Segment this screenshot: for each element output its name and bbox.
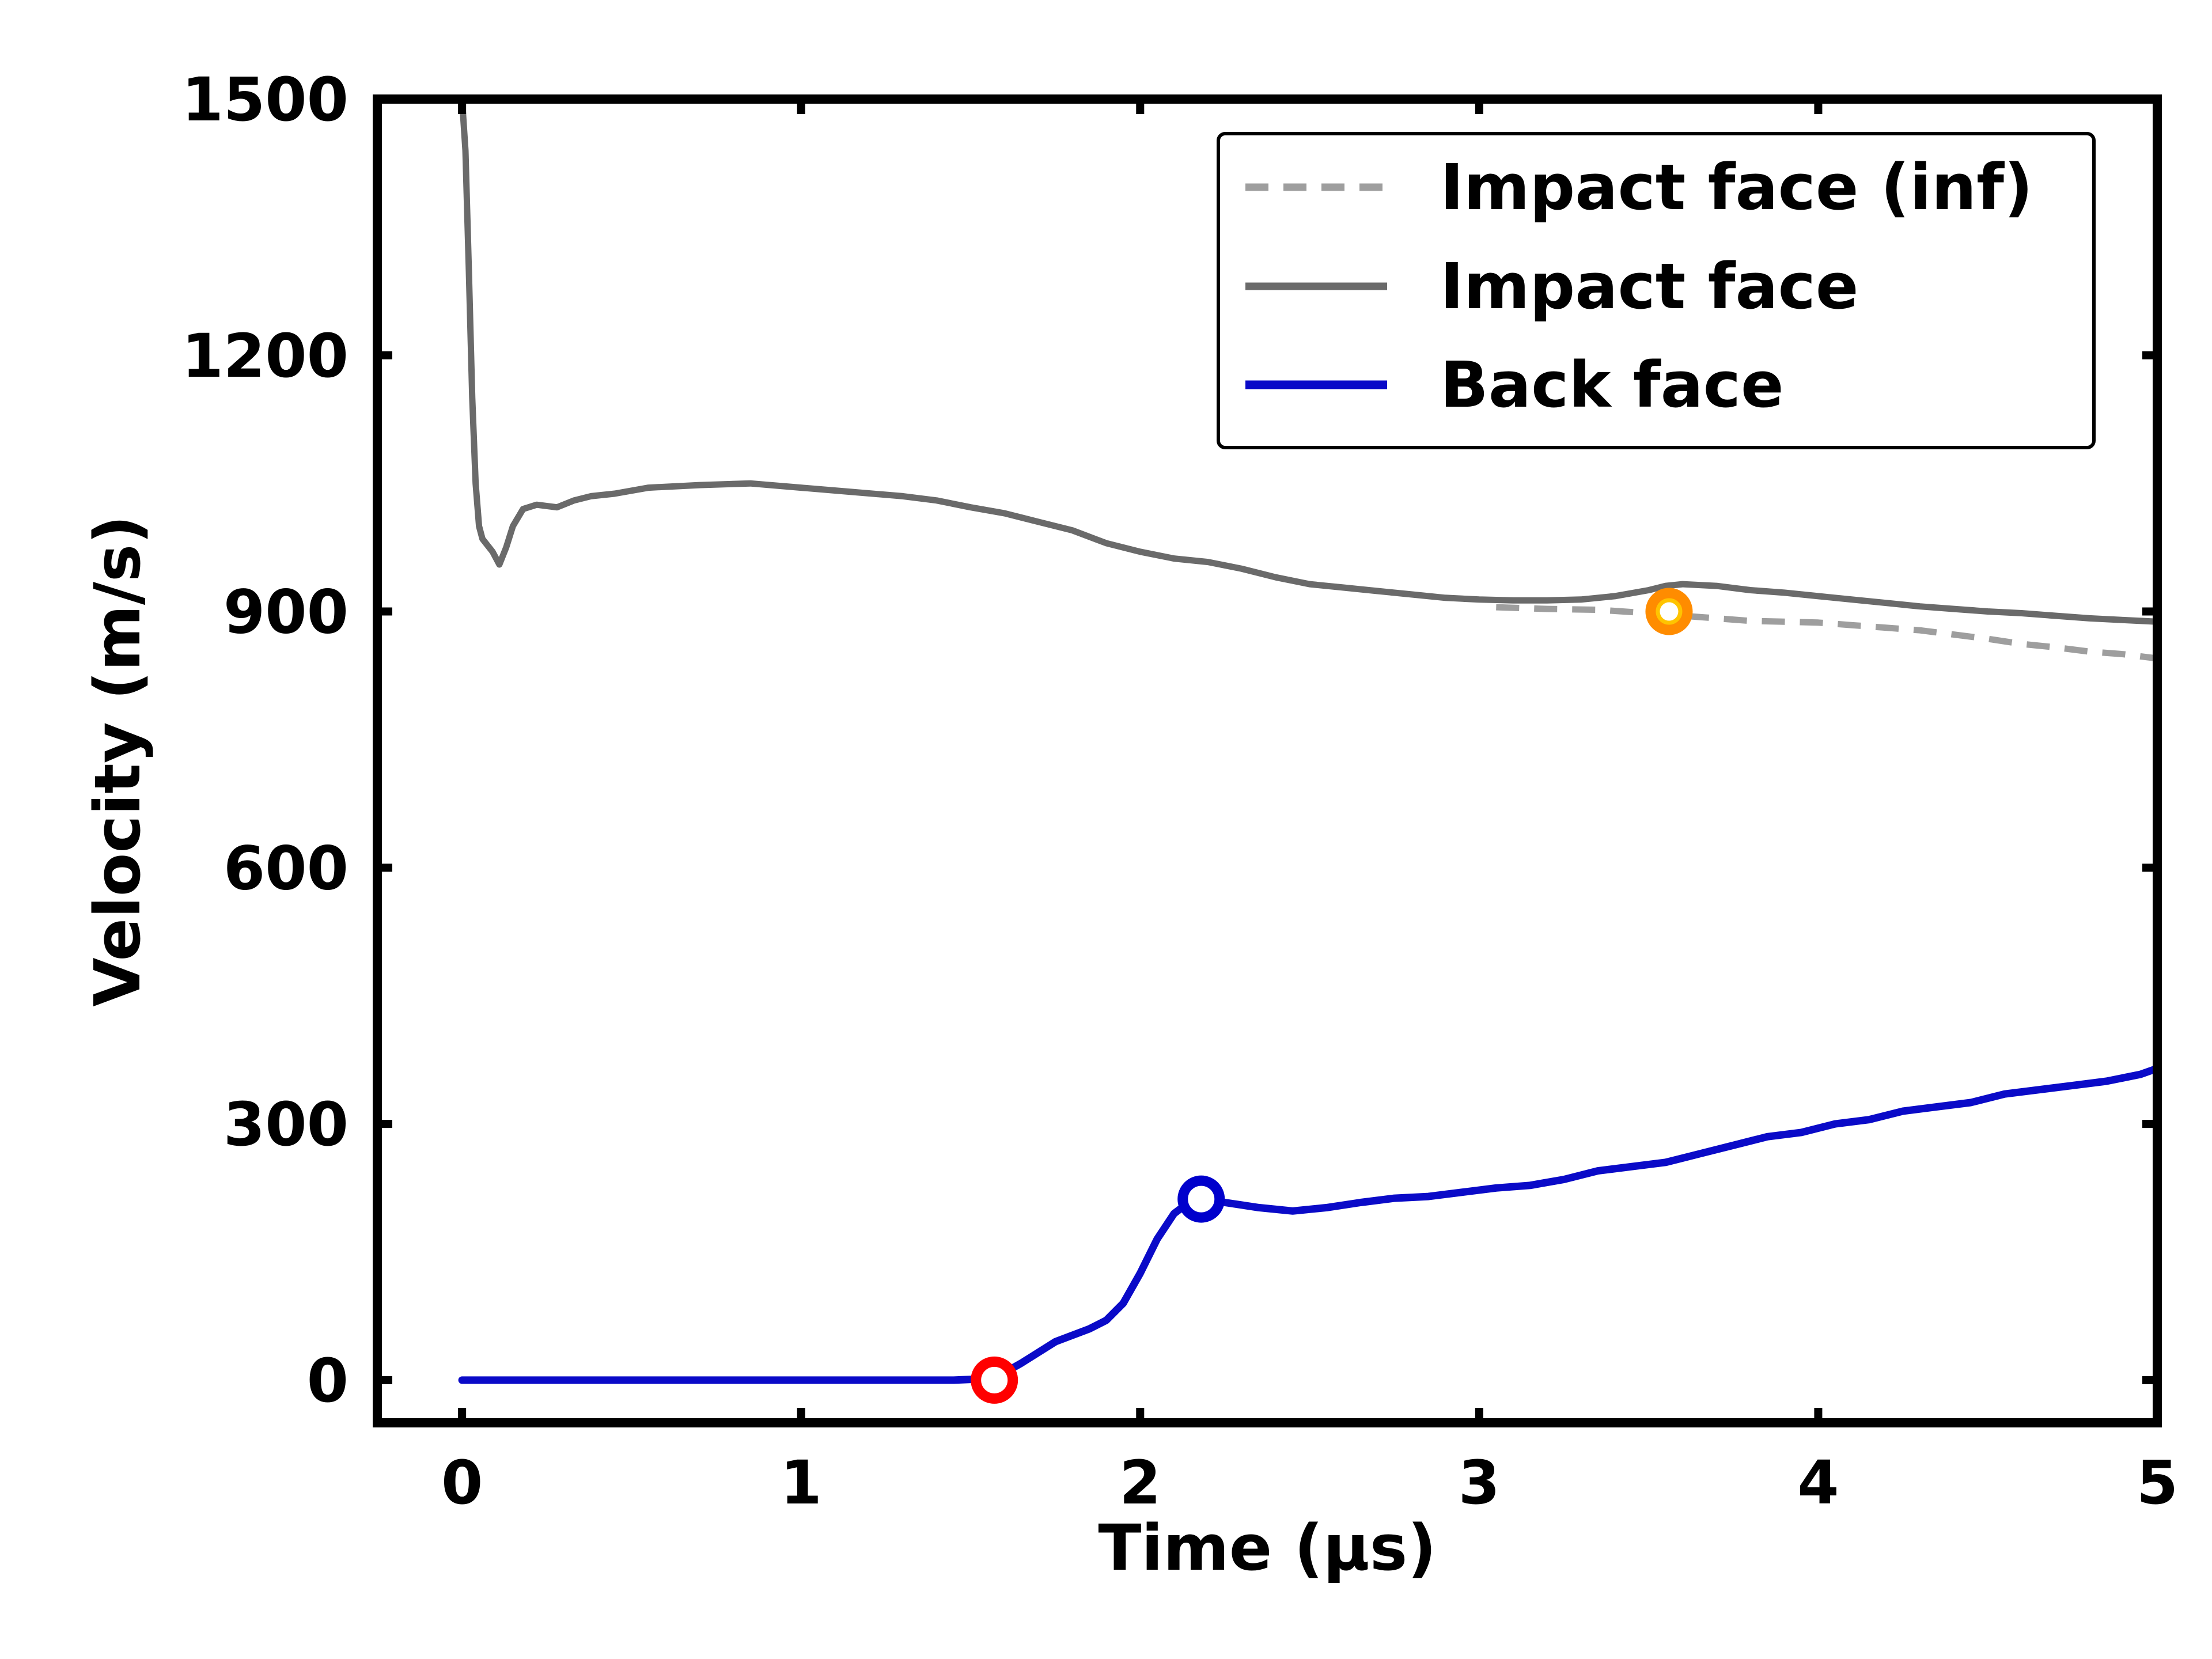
y-tick-label: 0	[307, 1346, 349, 1416]
marker-ring	[971, 1356, 1018, 1404]
legend-box	[1217, 132, 2096, 449]
marker-center	[1660, 602, 1679, 621]
x-tick-label: 0	[441, 1448, 483, 1518]
series-line-impact-face	[459, 99, 2157, 625]
legend-label-impact-face: Impact face	[1440, 249, 1859, 323]
tick-labels: 0 1 2 3 4 5 0 300 600 900 1200 1500	[182, 65, 2179, 1518]
x-tick-label: 1	[781, 1448, 822, 1518]
marker-impact-face-divergence	[1645, 588, 1693, 635]
x-tick-label: 3	[1459, 1448, 1500, 1518]
y-tick-label: 1500	[182, 65, 349, 135]
legend: Impact face (inf) Impact face Back face	[1217, 132, 2096, 449]
y-tick-label: 1200	[182, 321, 349, 391]
marker-ring	[1177, 1175, 1225, 1223]
x-tick-label: 2	[1119, 1448, 1161, 1518]
legend-label-back-face: Back face	[1440, 348, 1784, 422]
y-tick-label: 600	[224, 833, 349, 903]
x-axis-label: Time (µs)	[1098, 1511, 1436, 1585]
x-tick-label: 5	[2137, 1448, 2178, 1518]
marker-back-face-peak	[1177, 1175, 1225, 1223]
y-tick-label: 900	[224, 577, 349, 647]
series-line-back-face	[458, 1065, 2157, 1384]
plot-frame	[373, 94, 2162, 1427]
y-axis-label: Velocity (m/s)	[81, 515, 154, 1006]
marker-back-face-onset	[971, 1356, 1018, 1404]
plot-content	[458, 99, 2157, 1404]
x-tick-label: 4	[1797, 1448, 1839, 1518]
y-tick-label: 300	[224, 1089, 349, 1160]
legend-label-impact-face-inf: Impact face (inf)	[1440, 150, 2033, 224]
